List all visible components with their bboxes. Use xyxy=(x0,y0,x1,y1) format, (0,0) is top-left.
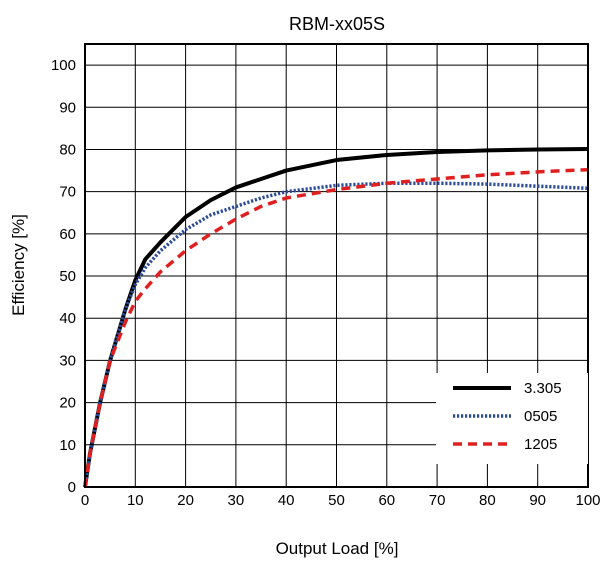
x-tick-label: 30 xyxy=(228,492,245,509)
y-tick-label: 20 xyxy=(59,395,76,412)
series-line-1205 xyxy=(83,167,589,488)
series-lines xyxy=(83,147,589,488)
y-tick-label: 0 xyxy=(68,479,76,496)
y-tick-label: 50 xyxy=(59,268,76,285)
legend-label-1205: 1205 xyxy=(524,436,557,453)
legend: 3.305 0505 1205 xyxy=(436,373,588,464)
grid xyxy=(85,44,588,488)
y-tick-label: 80 xyxy=(59,141,76,158)
x-tick-label: 40 xyxy=(278,492,295,509)
y-tick-label: 10 xyxy=(59,437,76,454)
x-tick-label: 20 xyxy=(177,492,194,509)
y-tick-label: 90 xyxy=(59,99,76,116)
x-tick-label: 0 xyxy=(81,492,89,509)
x-tick-label: 70 xyxy=(429,492,446,509)
x-tick-label: 100 xyxy=(575,492,600,509)
x-tick-label: 90 xyxy=(529,492,546,509)
legend-label-0505: 0505 xyxy=(524,408,557,425)
y-axis-label: Efficiency [%] xyxy=(9,214,28,316)
x-tick-label: 50 xyxy=(328,492,345,509)
x-tick-label: 80 xyxy=(479,492,496,509)
y-tick-label: 30 xyxy=(59,352,76,369)
x-tick-label: 60 xyxy=(378,492,395,509)
x-axis-label: Output Load [%] xyxy=(276,539,399,558)
y-tick-label: 60 xyxy=(59,226,76,243)
series-line-0505 xyxy=(83,181,589,488)
x-tick-label: 10 xyxy=(127,492,144,509)
y-tick-label: 100 xyxy=(51,57,76,74)
y-tick-label: 70 xyxy=(59,184,76,201)
tick-labels: 0 10 20 30 40 50 60 70 80 90 100 0 10 20 30 40 50 60 70 80 9… xyxy=(51,57,601,509)
chart-title: RBM-xx05S xyxy=(289,14,385,34)
plot-frame xyxy=(84,43,589,488)
legend-label-3.305: 3.305 xyxy=(524,380,562,397)
y-tick-label: 40 xyxy=(59,310,76,327)
